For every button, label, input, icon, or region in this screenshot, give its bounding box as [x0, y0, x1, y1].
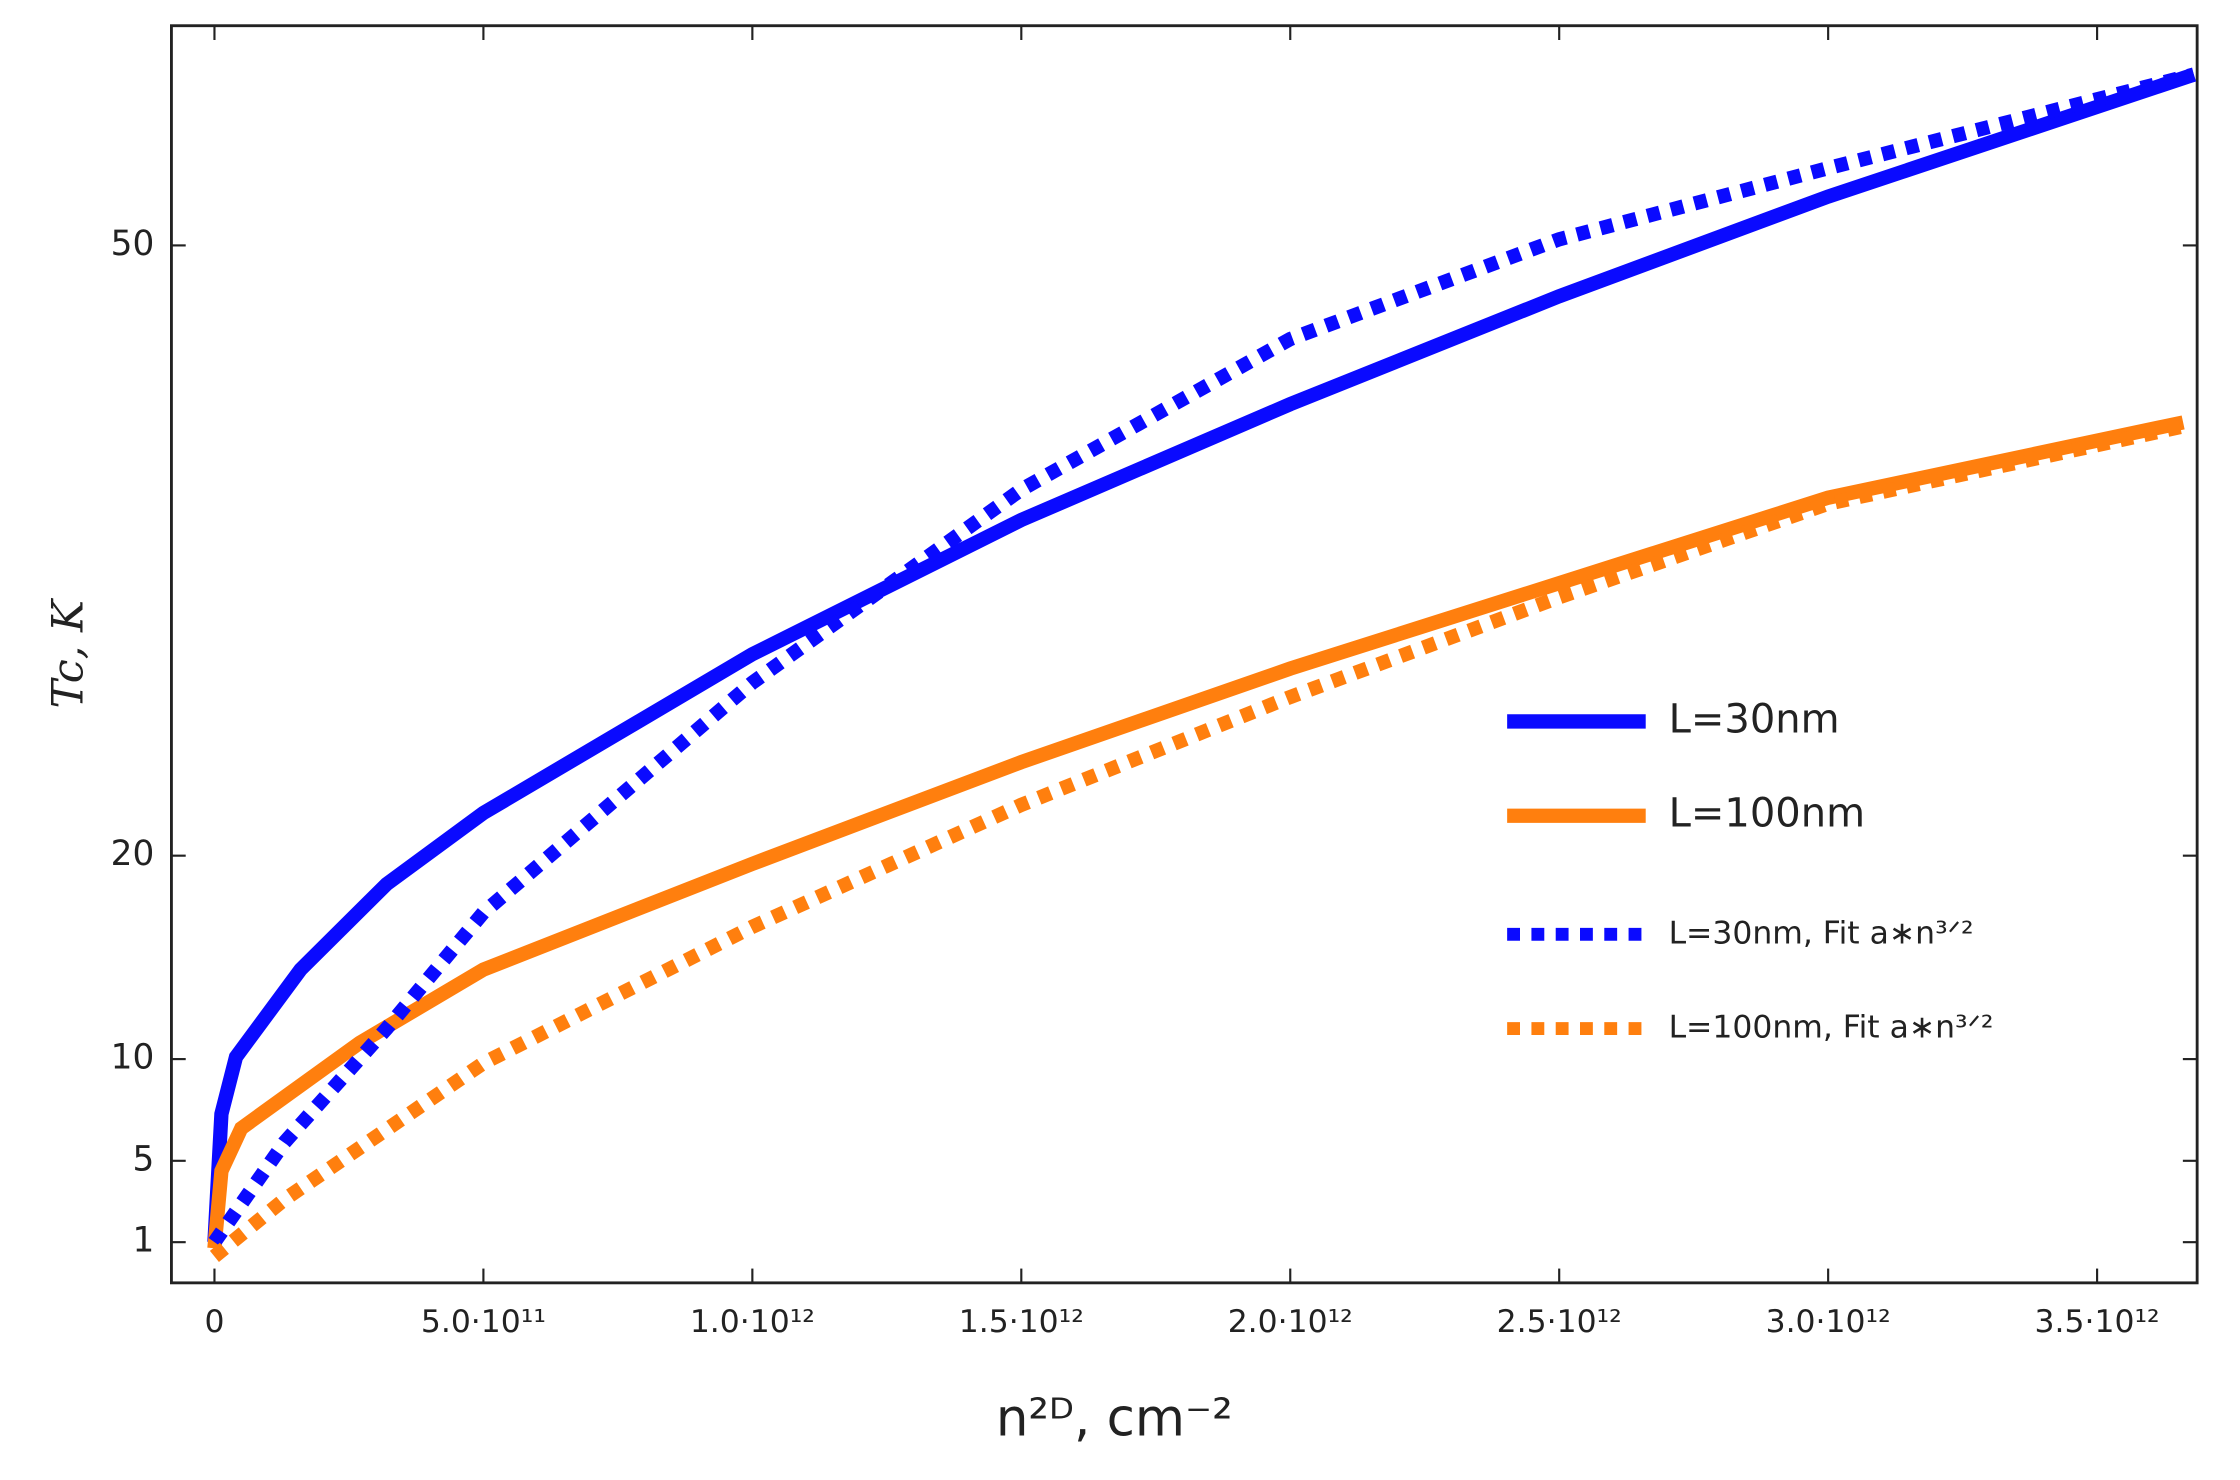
y-tick-label: 1 — [132, 1221, 154, 1261]
x-tick-label: 1.5·10¹² — [959, 1304, 1084, 1340]
x-tick-label: 5.0·10¹¹ — [421, 1304, 546, 1340]
x-tick-label: 3.5·10¹² — [2035, 1304, 2160, 1340]
series-line — [207, 67, 2197, 1243]
y-tick-label: 50 — [111, 224, 155, 264]
legend-label: L=100nm — [1669, 791, 1865, 837]
legend-label: L=30nm — [1669, 696, 1840, 742]
x-tick-label: 2.5·10¹² — [1497, 1304, 1622, 1340]
x-tick-label: 2.0·10¹² — [1228, 1304, 1353, 1340]
legend-label: L=100nm, Fit a∗n³ᐟ² — [1669, 1010, 1994, 1046]
x-tick-label: 1.0·10¹² — [690, 1304, 815, 1340]
x-tick-label: 0 — [204, 1304, 224, 1340]
y-tick-label: 10 — [111, 1038, 155, 1078]
legend-label: L=30nm, Fit a∗n³ᐟ² — [1669, 915, 1974, 951]
y-tick-label: 20 — [111, 834, 155, 874]
y-tick-label: 5 — [132, 1139, 154, 1179]
plot-frame — [169, 24, 2199, 1285]
series-line — [208, 67, 2196, 1247]
y-axis-label: Tc, K — [43, 597, 93, 708]
series-line — [207, 415, 2185, 1249]
series-line — [209, 419, 2185, 1262]
x-axis-label: n²ᴰ, cm⁻² — [996, 1388, 1233, 1448]
x-tick-label: 3.0·10¹² — [1766, 1304, 1891, 1340]
